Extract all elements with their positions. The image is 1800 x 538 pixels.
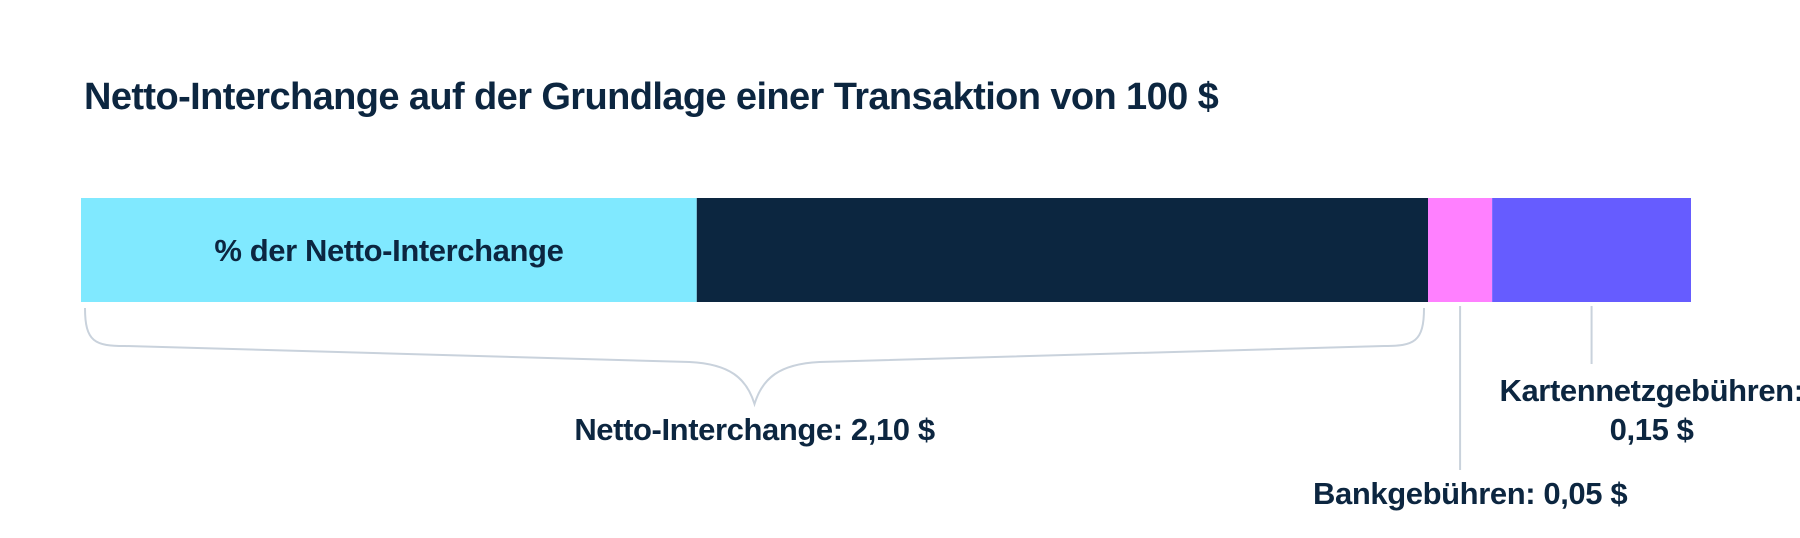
segment-label: % der Netto-Interchange [214, 233, 563, 268]
brace-line [84, 307, 1426, 408]
annotation-network-fees: Kartennetzgebühren: [1499, 373, 1800, 408]
bar-segment-2 [696, 198, 1429, 302]
chart-title: Netto-Interchange auf der Grundlage eine… [84, 76, 1219, 118]
annotation-bank-fees: Bankgebühren: 0,05 $ [1313, 476, 1627, 511]
annotation-net-interchange: Netto-Interchange: 2,10 $ [574, 412, 935, 447]
annotation-network-fees-value: 0,15 $ [1610, 412, 1694, 447]
bar-segment-1 [81, 198, 697, 302]
bar-segment-4 [1492, 198, 1691, 302]
bar-segment-3 [1428, 198, 1493, 302]
